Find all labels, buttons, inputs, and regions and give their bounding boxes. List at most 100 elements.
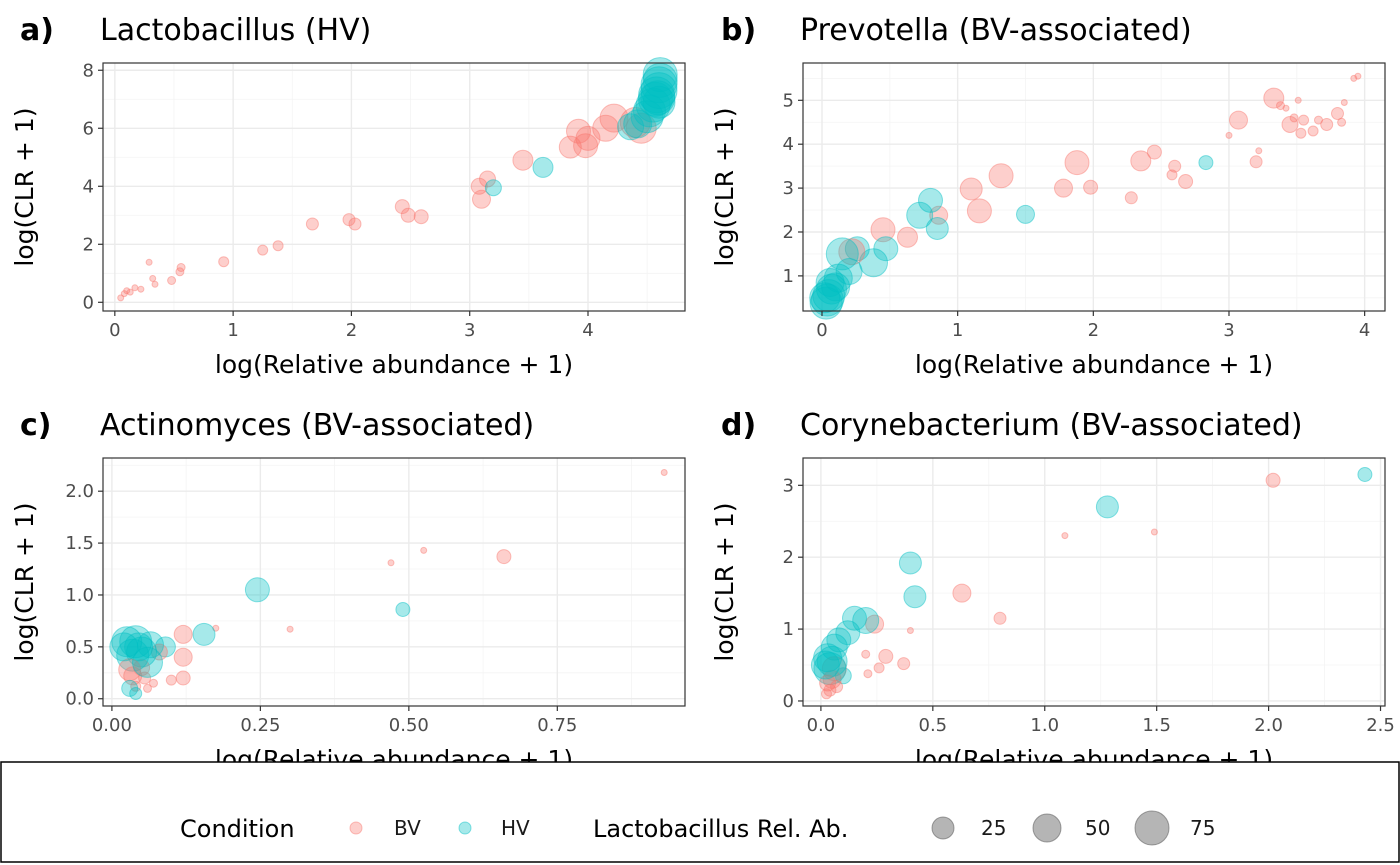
data-point [116, 638, 150, 672]
panel-tag: a) [20, 13, 54, 48]
y-axis-title: log(CLR + 1) [710, 107, 739, 266]
data-point [1282, 104, 1290, 112]
data-point [1124, 191, 1138, 205]
x-tick-label: 0 [816, 320, 827, 341]
panel-title: Prevotella (BV-associated) [800, 13, 1192, 48]
y-tick-label: 3 [783, 178, 794, 199]
data-point [640, 66, 678, 104]
data-point [640, 80, 676, 116]
data-point [929, 205, 949, 225]
legend-size-key-75 [1134, 810, 1170, 846]
data-point [175, 670, 191, 686]
data-point [145, 258, 153, 266]
data-point [844, 236, 870, 262]
y-tick-label: 0 [83, 292, 94, 313]
legend-size-label-50: 50 [1085, 816, 1110, 840]
data-point [592, 114, 620, 142]
y-tick-label: 2.0 [65, 481, 94, 502]
legend: Condition BV HV Lactobacillus Rel. Ab. 2… [0, 761, 1400, 863]
data-point [150, 643, 168, 661]
panels: 0 1 2 3 4 0 2 4 6 8 a) Lactobacillus (HV) log(Relati… [10, 13, 1395, 774]
data-point [959, 177, 983, 201]
data-point [865, 614, 885, 634]
data-point [126, 288, 134, 296]
y-tick-label: 4 [83, 176, 94, 197]
data-point [813, 643, 843, 673]
scatter-points [810, 467, 1373, 700]
data-point [809, 282, 841, 314]
data-point [1166, 169, 1178, 181]
data-point [988, 163, 1014, 189]
data-point [218, 256, 230, 268]
legend-hv-key [458, 821, 472, 835]
data-point [898, 551, 922, 575]
data-point [810, 650, 840, 680]
x-tick-label: 0.5 [919, 715, 948, 736]
y-axis-title: log(CLR + 1) [10, 107, 39, 266]
data-point [167, 276, 177, 285]
data-point [573, 133, 599, 159]
data-point [149, 275, 157, 282]
data-point [212, 624, 220, 632]
data-point [619, 107, 651, 138]
data-point [1054, 178, 1073, 198]
x-tick-label: 4 [582, 320, 593, 341]
x-tick-label: 2 [346, 320, 357, 341]
data-point [966, 198, 992, 224]
data-point [821, 272, 851, 302]
y-tick-label: 3 [783, 475, 794, 496]
data-point [830, 680, 844, 694]
x-tick-label: 3 [1223, 320, 1234, 341]
data-point [816, 273, 847, 305]
data-point [1061, 532, 1069, 540]
data-point [918, 187, 943, 213]
data-point [175, 267, 185, 277]
data-point [272, 240, 284, 252]
y-tick-label: 0 [783, 691, 794, 712]
y-tick-label: 1.5 [65, 533, 94, 554]
data-point [835, 258, 863, 285]
data-point [819, 674, 837, 692]
data-point [861, 649, 871, 659]
plot-background [103, 63, 685, 311]
data-point [821, 656, 847, 682]
data-point [413, 209, 429, 225]
data-point [137, 631, 164, 659]
y-tick-label: 2 [783, 222, 794, 243]
data-point [823, 683, 837, 697]
data-point [1298, 114, 1310, 126]
data-point [109, 632, 139, 662]
legend-hv-label: HV [501, 816, 530, 840]
data-point [149, 678, 158, 688]
data-point [400, 207, 416, 223]
plot-frame [802, 457, 1386, 707]
data-point [993, 611, 1007, 625]
plot-frame [102, 62, 686, 312]
y-tick-label: 8 [83, 60, 94, 81]
data-point [286, 625, 294, 633]
plot-frame [102, 457, 686, 707]
data-point [1340, 99, 1348, 106]
data-point [1263, 87, 1285, 109]
data-point [479, 170, 496, 188]
y-tick-label: 2 [783, 547, 794, 568]
data-point [906, 627, 914, 634]
plot-frame [802, 62, 1386, 312]
data-point [1354, 72, 1362, 80]
data-point [1357, 467, 1373, 482]
y-tick-label: 0.5 [65, 637, 94, 658]
data-point [1249, 155, 1263, 169]
data-point [173, 647, 193, 667]
data-point [123, 666, 143, 686]
data-point [633, 94, 666, 128]
data-point [822, 669, 842, 689]
legend-size-key-25 [931, 816, 955, 840]
data-point [835, 620, 861, 646]
data-point [129, 687, 143, 700]
x-tick-label: 1 [952, 320, 963, 341]
data-point [1350, 74, 1358, 82]
data-point [878, 648, 894, 664]
data-point [897, 226, 918, 248]
data-point [852, 607, 880, 634]
